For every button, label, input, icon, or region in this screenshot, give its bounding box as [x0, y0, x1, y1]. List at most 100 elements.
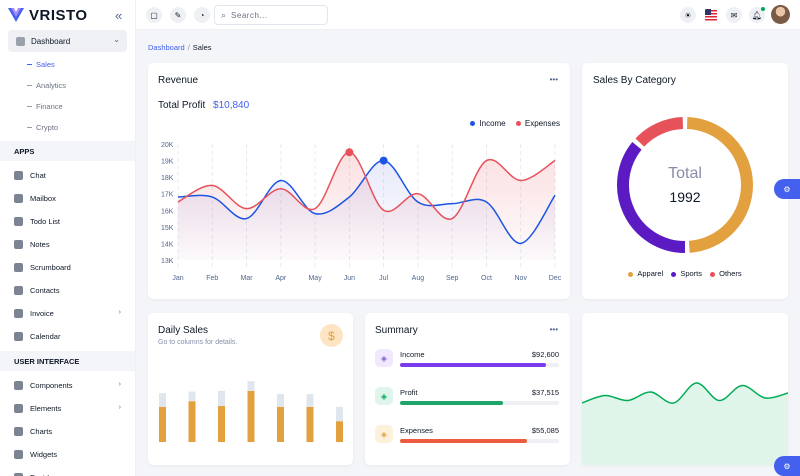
- series-line-expenses[interactable]: [177, 151, 556, 220]
- sidebar-item-todo-list[interactable]: Todo List: [0, 210, 135, 233]
- y-tick-label: 15K: [161, 225, 174, 232]
- sidebar-section-apps: APPS: [0, 141, 135, 161]
- sidebar-item-widgets[interactable]: Widgets: [0, 443, 135, 466]
- sidebar-item-notes[interactable]: Notes: [0, 233, 135, 256]
- donut-center-value: 1992: [669, 189, 701, 205]
- sidebar-item-font-icons[interactable]: Font Icons: [0, 466, 135, 476]
- x-tick-label: May: [308, 275, 322, 282]
- legend-others[interactable]: Others: [710, 269, 742, 278]
- x-tick-label: Nov: [515, 275, 528, 282]
- sidebar-item-label: Notes: [30, 240, 50, 249]
- bar-primary[interactable]: [277, 406, 284, 442]
- top-header: ▢ ✎ ◔ ⌕ ☀ ✉ 🔔︎: [136, 0, 800, 30]
- search-box[interactable]: ⌕: [214, 5, 328, 25]
- sidebar-item-contacts[interactable]: Contacts: [0, 279, 135, 302]
- bar-primary[interactable]: [306, 406, 314, 442]
- scroll-top-button[interactable]: ⚙: [774, 456, 800, 476]
- chevron-down-icon: ⌄: [113, 35, 120, 44]
- bar-primary[interactable]: [336, 421, 343, 442]
- x-tick-label: Jun: [344, 275, 355, 282]
- notification-dot: [761, 7, 765, 11]
- daily-sales-chart[interactable]: [148, 313, 353, 465]
- summary-value: $92,600: [531, 350, 559, 359]
- invoice-icon: [14, 309, 23, 318]
- bar-secondary[interactable]: [247, 381, 255, 391]
- sales-by-category-card: Sales By Category Total 1992 Apparel Spo…: [582, 63, 788, 299]
- breadcrumb-dashboard-link[interactable]: Dashboard: [148, 43, 185, 52]
- series-marker-expenses[interactable]: [345, 148, 354, 157]
- bar-secondary[interactable]: [188, 391, 196, 402]
- y-tick-label: 17K: [161, 192, 174, 199]
- sidebar-item-chat[interactable]: Chat: [0, 164, 135, 187]
- revenue-chart[interactable]: 13K 14K 15K 16K 17K 18K 19K 20K Jan Feb Mar Apr May J…: [148, 63, 570, 299]
- sidebar-item-invoice[interactable]: Invoice ›: [0, 302, 135, 325]
- legend-apparel[interactable]: Apparel: [628, 269, 663, 278]
- chat-bubble-icon[interactable]: ◔: [194, 7, 210, 23]
- slice-apparel[interactable]: [686, 117, 753, 253]
- area-chart[interactable]: [582, 313, 788, 465]
- summary-progress-track: [400, 401, 559, 405]
- x-tick-label: Aug: [412, 275, 425, 282]
- legend-sports[interactable]: Sports: [671, 269, 702, 278]
- legend-expenses[interactable]: Expenses: [515, 119, 560, 128]
- x-tick-label: Apr: [275, 275, 287, 282]
- edit-icon[interactable]: ✎: [170, 7, 186, 23]
- sidebar-sub-item-finance[interactable]: Finance: [0, 96, 135, 117]
- bar-secondary[interactable]: [277, 394, 284, 407]
- sidebar-item-charts[interactable]: Charts: [0, 420, 135, 443]
- sidebar-item-mailbox[interactable]: Mailbox: [0, 187, 135, 210]
- bar-secondary[interactable]: [218, 390, 225, 406]
- sidebar-sub-item-sales[interactable]: Sales: [0, 54, 135, 75]
- donut-chart[interactable]: [582, 63, 788, 299]
- window-icon[interactable]: ▢: [146, 7, 162, 23]
- sidebar-sub-item-crypto[interactable]: Crypto: [0, 117, 135, 138]
- us-flag-icon[interactable]: [703, 7, 719, 23]
- area-line[interactable]: [582, 382, 788, 404]
- avatar[interactable]: [771, 5, 790, 24]
- x-tick-label: Jan: [172, 275, 183, 282]
- sidebar-section-user-interface: USER INTERFACE: [0, 351, 135, 371]
- collapse-sidebar-icon[interactable]: «: [115, 8, 123, 23]
- bar-primary[interactable]: [159, 406, 166, 442]
- sidebar-item-label: Mailbox: [30, 194, 56, 203]
- dashboard-icon: [16, 36, 25, 46]
- slice-others[interactable]: [635, 117, 684, 147]
- bar-primary[interactable]: [247, 390, 255, 442]
- series-marker-income[interactable]: [379, 156, 388, 165]
- bell-icon[interactable]: 🔔︎: [749, 7, 765, 23]
- sidebar-item-label: Widgets: [30, 450, 58, 459]
- sun-icon[interactable]: ☀: [680, 7, 696, 23]
- summary-progress-fill: [400, 439, 528, 443]
- revenue-card: Revenue ••• Total Profit $10,840 Income …: [148, 63, 570, 299]
- sidebar-item-label: Contacts: [30, 286, 60, 295]
- sidebar-sub-item-analytics[interactable]: Analytics: [0, 75, 135, 96]
- summary-label: Profit: [400, 388, 418, 397]
- contacts-icon: [14, 286, 23, 295]
- y-tick-label: 13K: [161, 258, 174, 265]
- mail-icon[interactable]: ✉: [726, 7, 742, 23]
- bar-primary[interactable]: [218, 406, 225, 442]
- sidebar-item-calendar[interactable]: Calendar: [0, 325, 135, 348]
- more-options-icon[interactable]: •••: [549, 325, 558, 334]
- summary-progress-fill: [400, 401, 504, 405]
- bar-secondary[interactable]: [159, 393, 166, 407]
- bar-primary[interactable]: [188, 401, 196, 442]
- sidebar-item-scrumboard[interactable]: Scrumboard: [0, 256, 135, 279]
- sidebar-item-dashboard[interactable]: Dashboard ⌄: [8, 30, 127, 52]
- legend-income[interactable]: Income: [470, 119, 506, 128]
- slice-sports[interactable]: [617, 142, 686, 253]
- search-input[interactable]: [231, 10, 312, 20]
- bar-secondary[interactable]: [336, 406, 343, 422]
- y-tick-label: 19K: [161, 159, 174, 166]
- sidebar-item-elements[interactable]: Elements ›: [0, 397, 135, 420]
- area-chart-card: [582, 313, 788, 465]
- more-options-icon[interactable]: •••: [549, 75, 558, 84]
- scrumboard-icon: [14, 263, 23, 272]
- sidebar-item-components[interactable]: Components ›: [0, 374, 135, 397]
- x-tick-label: Mar: [241, 275, 254, 282]
- series-line-income[interactable]: [177, 159, 556, 245]
- settings-toggle-button[interactable]: ⚙: [774, 179, 800, 199]
- bar-secondary[interactable]: [306, 394, 314, 407]
- brand[interactable]: VRISTO «: [0, 0, 135, 30]
- x-tick-label: Jul: [379, 275, 388, 282]
